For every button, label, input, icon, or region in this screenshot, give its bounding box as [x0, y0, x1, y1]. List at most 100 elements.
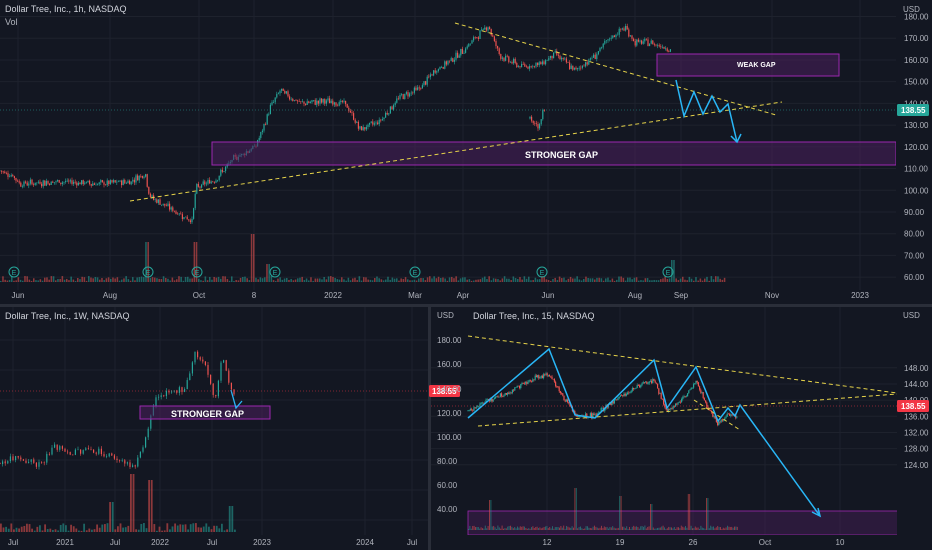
top-candle-body [396, 98, 398, 103]
top-candle-body [434, 70, 436, 73]
top-candle-body [261, 130, 263, 132]
bottom-left-candle-body [12, 456, 14, 461]
top-volume-bar [211, 279, 213, 282]
top-volume-bar [446, 280, 449, 282]
bottom-right-candle-body [502, 396, 504, 397]
top-volume-bar [497, 279, 499, 282]
top-candle-body [361, 126, 363, 131]
stronger-gap-zone-top[interactable] [211, 141, 896, 166]
top-volume-bar [554, 277, 556, 282]
bottom-right-volume-bar [486, 528, 488, 530]
top-legend[interactable]: Dollar Tree, Inc., 1h, NASDAQ Vol [5, 4, 127, 27]
top-candle-body [311, 100, 313, 103]
top-time-axis[interactable]: Jun Aug Oct 8 2022 Mar Apr Jun Aug Sep Nov 2023 [12, 291, 870, 300]
top-candle-body [538, 62, 540, 66]
top-volume-bar [484, 276, 486, 282]
top-candle-body [93, 183, 95, 185]
top-volume-bar [6, 280, 9, 282]
bottom-right-volume-bar [678, 527, 679, 530]
top-support-trendline[interactable] [129, 101, 783, 202]
bottom-right-time-axis[interactable]: 12 19 26 Oct 10 [543, 538, 845, 547]
top-candle-body [287, 91, 289, 97]
top-candle-body [370, 121, 372, 123]
top-volume-bar [664, 276, 666, 282]
bottom-right-candle-body [598, 412, 600, 414]
top-candle-spike-body [532, 120, 534, 123]
top-volume-bar [543, 276, 545, 282]
top-time-tick: Aug [103, 291, 117, 300]
top-pattern-path[interactable] [675, 79, 738, 143]
bottom-right-resistance-trendline[interactable] [467, 335, 897, 394]
top-candle-body [300, 101, 302, 103]
bottom-left-volume-bar [189, 524, 192, 532]
top-volume-bar [200, 280, 202, 282]
top-candle-body [2, 171, 4, 173]
top-volume-bar [627, 277, 629, 282]
vertical-divider[interactable] [428, 307, 431, 550]
bottom-right-candle-body [724, 418, 726, 421]
bottom-right-volume-bar [581, 528, 583, 530]
top-candle-body [405, 92, 407, 94]
top-candle-body [633, 38, 635, 41]
bottom-right-candle-body [642, 382, 644, 384]
top-price-tick: 80.00 [904, 230, 925, 239]
top-volume-bar [160, 279, 163, 282]
bottom-left-candle-body [155, 397, 157, 407]
bottom-right-candle-body [550, 376, 552, 378]
bottom-left-legend[interactable]: Dollar Tree, Inc., 1W, NASDAQ [5, 311, 130, 321]
top-candle-body [159, 199, 161, 205]
top-candle-body [639, 40, 641, 42]
bottom-right-legend[interactable]: Dollar Tree, Inc., 15, NASDAQ [473, 311, 595, 321]
top-volume-bar [407, 279, 409, 282]
bottom-left-candle-body [9, 456, 11, 462]
top-volume-bar [37, 280, 39, 282]
stronger-gap-zone-bottom-left[interactable] [139, 405, 271, 420]
bottom-left-candle-body [64, 448, 66, 452]
bottom-right-candle-body [534, 375, 536, 380]
top-volume-bar [598, 277, 600, 282]
top-candle-body [572, 65, 574, 70]
top-candle-spike-body [540, 119, 542, 125]
top-volume-bar [290, 278, 292, 282]
bottom-left-volume-bar [96, 524, 99, 532]
bottom-right-candle-body [521, 382, 523, 385]
top-candle-body [50, 181, 52, 185]
top-candle-body [282, 88, 284, 91]
top-volume-bar [352, 278, 354, 282]
bottom-right-support-trendline[interactable] [477, 393, 897, 427]
bottom-right-left-axis[interactable]: 180.00 160.00 140.00 120.00 100.00 80.00 60.00… [437, 336, 462, 514]
top-candle-body [138, 175, 140, 181]
top-volume-bar [530, 280, 532, 282]
bottom-left-candle-body [56, 444, 58, 450]
bottom-left-volume-bar [26, 523, 28, 532]
bottom-right-candle-body [604, 408, 606, 412]
top-volume-bar [2, 276, 4, 282]
top-candle-body [644, 38, 646, 42]
top-volume-bar [90, 277, 92, 282]
top-volume-bar [246, 278, 248, 282]
top-candle-body [530, 66, 532, 67]
top-candle-body [623, 28, 625, 31]
top-price-axis[interactable]: 180.00 170.00 160.00 150.00 140.00 130.00 120.… [904, 13, 929, 283]
bottom-left-volume-bar [182, 524, 184, 532]
top-candle-body [551, 55, 553, 59]
bottom-right-pattern-path[interactable] [467, 347, 821, 517]
bottom-right-candle-body [701, 392, 703, 393]
bottom-left-candle-body [163, 395, 165, 397]
weak-gap-zone[interactable] [656, 53, 840, 77]
bottom-right-volume-bar [707, 498, 709, 530]
bottom-right-price-axis[interactable]: 148.00144.00140.00136.00132.00128.00124.… [904, 364, 929, 470]
top-candle-body [162, 203, 164, 205]
top-volume-bar [325, 279, 328, 282]
top-volume-bar [266, 264, 268, 282]
top-candle-body [669, 49, 671, 52]
top-candle-body [357, 121, 359, 129]
horizontal-divider[interactable] [0, 304, 932, 307]
top-candle-body [476, 37, 478, 38]
bottom-right-candle-body [525, 382, 527, 384]
bottom-left-volume-bar [46, 529, 49, 532]
bottom-left-symbol-title: Dollar Tree, Inc., 1W, NASDAQ [5, 311, 130, 321]
bottom-right-volume-bar [490, 500, 492, 530]
stronger-gap-zone-bottom-right[interactable] [467, 510, 898, 535]
bottom-left-time-axis[interactable]: Jul 2021 Jul 2022 Jul 2023 2024 Jul [8, 538, 417, 547]
